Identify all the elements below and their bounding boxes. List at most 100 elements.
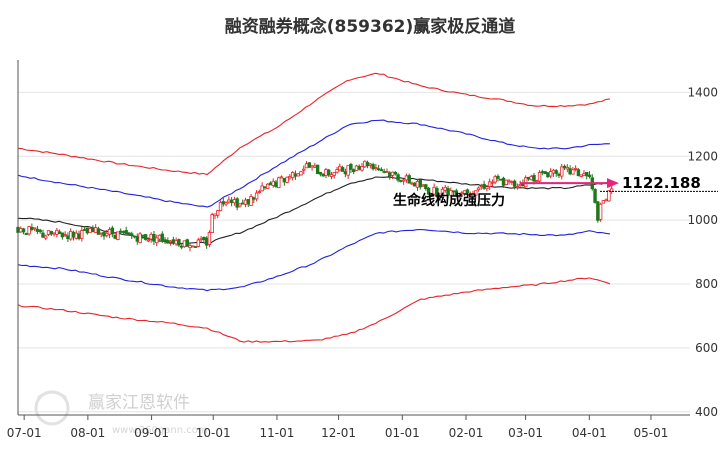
channel-lines bbox=[17, 72, 611, 343]
candle-body bbox=[554, 170, 558, 174]
candle-body bbox=[113, 235, 117, 239]
candle-body bbox=[82, 229, 87, 231]
candle-body bbox=[485, 186, 489, 190]
y-tick-label: 1400 bbox=[687, 85, 718, 99]
candle-body bbox=[210, 214, 214, 233]
candle-body bbox=[557, 173, 561, 176]
candle-body bbox=[429, 194, 434, 197]
price-candles bbox=[16, 160, 614, 252]
x-tick-label: 02-01 bbox=[449, 426, 484, 440]
candle-body bbox=[35, 228, 40, 232]
candle-body bbox=[499, 178, 503, 181]
channel-inner-lower bbox=[17, 228, 610, 292]
candle-body bbox=[202, 236, 206, 241]
candle-body bbox=[118, 230, 123, 233]
candle-body bbox=[254, 192, 259, 200]
candle-body bbox=[510, 181, 514, 183]
candle-body bbox=[474, 190, 478, 196]
candle-body bbox=[207, 232, 212, 245]
candle-body bbox=[299, 171, 303, 176]
candle-body bbox=[443, 186, 447, 191]
candle-body bbox=[418, 179, 422, 188]
candle-body bbox=[532, 175, 536, 182]
candle-body bbox=[338, 165, 342, 171]
candle-body bbox=[218, 202, 223, 212]
candle-body bbox=[415, 181, 420, 188]
candle-body bbox=[132, 235, 137, 238]
candle-body bbox=[185, 239, 189, 247]
candle-body bbox=[24, 233, 29, 235]
candle-body bbox=[596, 201, 600, 221]
candle-body bbox=[30, 226, 34, 230]
candle-body bbox=[74, 232, 78, 239]
x-tick-label: 12-01 bbox=[321, 426, 356, 440]
chart-title: 融资融券概念(859362)赢家极反通道 bbox=[225, 16, 516, 37]
candle-body bbox=[568, 168, 572, 175]
candle-body bbox=[19, 228, 23, 233]
life-line-annotation: 生命线构成强压力 bbox=[393, 192, 505, 209]
candle-body bbox=[399, 180, 403, 182]
candle-body bbox=[304, 163, 309, 169]
candle-body bbox=[257, 191, 262, 193]
candle-body bbox=[57, 231, 62, 234]
x-tick-label: 03-01 bbox=[508, 426, 543, 440]
last-price-label: 1122.188 bbox=[622, 174, 701, 192]
channel-outer-upper bbox=[17, 72, 610, 176]
candle-body bbox=[93, 227, 98, 233]
candle-body bbox=[579, 174, 583, 177]
candle-body bbox=[540, 171, 545, 174]
candle-body bbox=[288, 176, 292, 179]
candle-body bbox=[410, 182, 414, 185]
candle-body bbox=[199, 238, 203, 241]
candle-body bbox=[282, 177, 287, 183]
candle-body bbox=[66, 235, 70, 240]
candle-body bbox=[465, 189, 470, 194]
candle-body bbox=[146, 239, 151, 242]
candle-body bbox=[138, 233, 142, 244]
candle-body bbox=[390, 171, 395, 176]
candle-body bbox=[571, 169, 575, 175]
candle-body bbox=[476, 187, 481, 191]
candle-body bbox=[249, 196, 253, 206]
candle-body bbox=[582, 173, 586, 176]
candle-body bbox=[60, 232, 65, 238]
candle-body bbox=[610, 188, 614, 192]
candle-body bbox=[310, 165, 314, 168]
candle-body bbox=[63, 234, 67, 236]
candle-body bbox=[99, 232, 103, 235]
candle-body bbox=[285, 176, 289, 183]
candle-body bbox=[454, 190, 459, 196]
candle-body bbox=[426, 187, 431, 195]
candle-body bbox=[130, 233, 134, 236]
candle-body bbox=[227, 199, 231, 203]
candle-body bbox=[371, 164, 375, 170]
candle-body bbox=[135, 236, 139, 242]
candle-body bbox=[507, 180, 511, 183]
candle-body bbox=[179, 245, 184, 248]
candle-body bbox=[535, 180, 539, 183]
candle-body bbox=[188, 245, 192, 248]
annotations: 生命线构成强压力 1122.188 bbox=[393, 174, 718, 209]
candle-body bbox=[260, 185, 264, 192]
candle-body bbox=[573, 167, 578, 170]
candle-body bbox=[360, 166, 364, 171]
candle-body bbox=[107, 229, 112, 235]
candle-body bbox=[246, 199, 250, 205]
candle-body bbox=[52, 232, 56, 235]
channel-inner-upper bbox=[17, 119, 610, 208]
y-tick-label: 800 bbox=[695, 277, 718, 291]
candle-body bbox=[385, 171, 389, 173]
candle-body bbox=[457, 193, 461, 196]
candle-body bbox=[21, 228, 26, 233]
candle-body bbox=[102, 232, 106, 237]
candle-body bbox=[163, 239, 167, 242]
candle-body bbox=[157, 234, 162, 240]
candle-body bbox=[277, 177, 281, 189]
candle-body bbox=[440, 188, 445, 198]
candle-body bbox=[241, 202, 245, 205]
candle-body bbox=[193, 246, 198, 248]
candle-body bbox=[526, 176, 531, 180]
candle-body bbox=[196, 239, 201, 247]
candle-body bbox=[537, 172, 542, 182]
